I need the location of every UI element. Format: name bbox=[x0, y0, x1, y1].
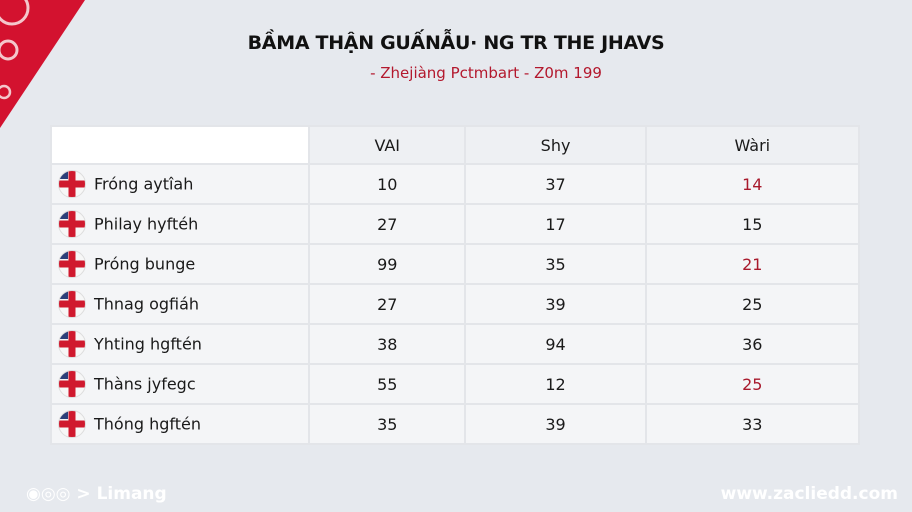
cell-shy: 37 bbox=[464, 163, 647, 205]
table-row: Thnag ogfiáh 27 39 25 bbox=[50, 283, 861, 325]
cell-shy: 94 bbox=[464, 323, 647, 365]
cell-wari: 14 bbox=[644, 163, 861, 205]
cell-wari: 36 bbox=[644, 323, 861, 365]
cell-vai: 38 bbox=[307, 323, 467, 365]
cell-shy: 39 bbox=[464, 283, 647, 325]
cell-vai: 55 bbox=[307, 363, 467, 405]
page-title: BẦMA THẬN GUẤNẪU· NG TR THE JHAVS bbox=[247, 32, 665, 54]
row-name-cell: Thàns jyfegc bbox=[50, 363, 310, 405]
cell-vai: 35 bbox=[307, 403, 467, 445]
row-name: Fróng aytîah bbox=[94, 174, 194, 194]
table-row: Fróng aytîah 10 37 14 bbox=[50, 163, 861, 205]
row-name: Philay hyftéh bbox=[94, 214, 199, 234]
row-name: Thóng hgftén bbox=[94, 414, 201, 434]
england-flag-icon bbox=[58, 370, 86, 398]
row-name-cell: Fróng aytîah bbox=[50, 163, 310, 205]
cell-wari: 15 bbox=[644, 203, 861, 245]
data-table: VAI Shy Wàri Fróng aytîah 10 37 14 Philay hy… bbox=[50, 125, 861, 445]
table-row: Thóng hgftén 35 39 33 bbox=[50, 403, 861, 445]
row-name: Próng bunge bbox=[94, 254, 196, 274]
cell-shy: 39 bbox=[464, 403, 647, 445]
cell-wari: 25 bbox=[644, 283, 861, 325]
england-flag-icon bbox=[58, 170, 86, 198]
table-row: Próng bunge 99 35 21 bbox=[50, 243, 861, 285]
cell-vai: 10 bbox=[307, 163, 467, 205]
row-name: Yhting hgftén bbox=[94, 334, 202, 354]
row-name-cell: Philay hyftéh bbox=[50, 203, 310, 245]
row-name-cell: Yhting hgftén bbox=[50, 323, 310, 365]
cell-shy: 17 bbox=[464, 203, 647, 245]
table-row: Thàns jyfegc 55 12 25 bbox=[50, 363, 861, 405]
table-row: Philay hyftéh 27 17 15 bbox=[50, 203, 861, 245]
table-row: Yhting hgftén 38 94 36 bbox=[50, 323, 861, 365]
table-header-row: VAI Shy Wàri bbox=[50, 125, 861, 165]
cell-shy: 12 bbox=[464, 363, 647, 405]
cell-wari: 21 bbox=[644, 243, 861, 285]
header-blank bbox=[50, 125, 310, 165]
footer-brand: ◉◎◎ > Limang bbox=[26, 484, 167, 504]
cell-vai: 27 bbox=[307, 203, 467, 245]
cell-wari: 33 bbox=[644, 403, 861, 445]
row-name-cell: Thóng hgftén bbox=[50, 403, 310, 445]
england-flag-icon bbox=[58, 210, 86, 238]
footer-url: www.zacliedd.com bbox=[720, 484, 898, 504]
england-flag-icon bbox=[58, 330, 86, 358]
england-flag-icon bbox=[58, 410, 86, 438]
header-vai: VAI bbox=[307, 125, 467, 165]
row-name-cell: Thnag ogfiáh bbox=[50, 283, 310, 325]
row-name-cell: Próng bunge bbox=[50, 243, 310, 285]
england-flag-icon bbox=[58, 290, 86, 318]
cell-shy: 35 bbox=[464, 243, 647, 285]
row-name: Thnag ogfiáh bbox=[94, 294, 200, 314]
header-shy: Shy bbox=[464, 125, 647, 165]
cell-vai: 99 bbox=[307, 243, 467, 285]
cell-wari: 25 bbox=[644, 363, 861, 405]
england-flag-icon bbox=[58, 250, 86, 278]
row-name: Thàns jyfegc bbox=[94, 374, 196, 394]
page-subtitle: - Zhejiàng Pctmbart - Z0m 199 bbox=[370, 64, 602, 82]
corner-decoration bbox=[0, 0, 85, 128]
header-wari: Wàri bbox=[644, 125, 861, 165]
cell-vai: 27 bbox=[307, 283, 467, 325]
